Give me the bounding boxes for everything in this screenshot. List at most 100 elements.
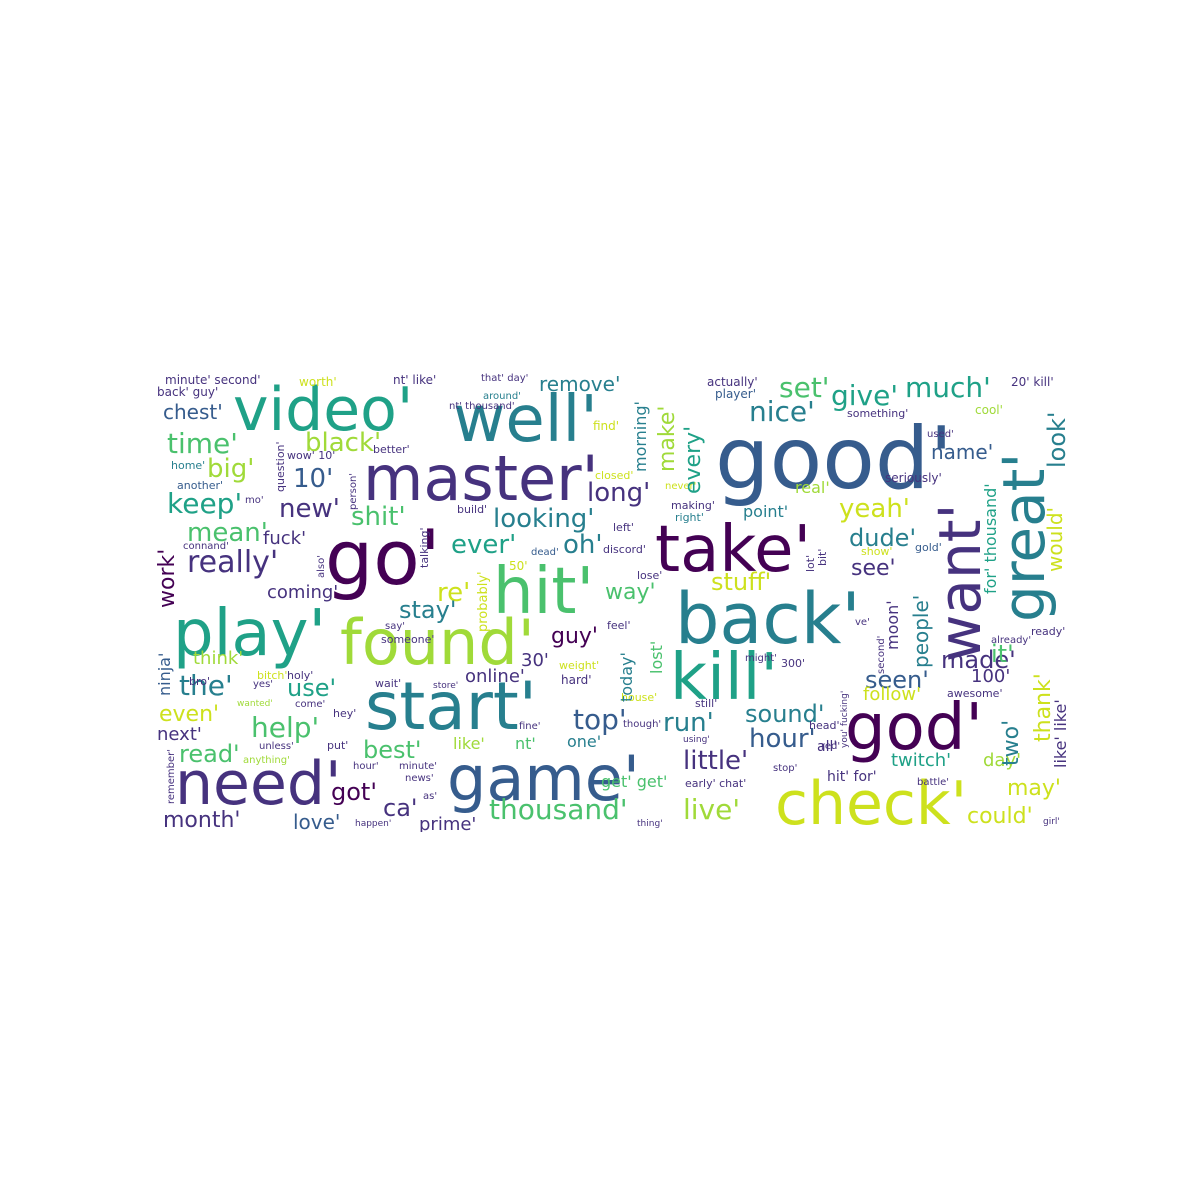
- word-hour: hour': [749, 724, 816, 754]
- word-may: may': [1007, 776, 1061, 801]
- word-lose: lose': [637, 569, 663, 582]
- word-thousand: thousand': [489, 793, 628, 826]
- word-ve: ve': [855, 617, 870, 628]
- word-follow: follow': [863, 684, 922, 705]
- word-unless: unless': [259, 741, 294, 752]
- word-back-guy: back' guy': [157, 385, 219, 399]
- word-black: black': [305, 428, 382, 458]
- word-still: still': [695, 697, 718, 710]
- word-gold: gold': [915, 541, 942, 554]
- word-discord: discord': [603, 543, 646, 556]
- word-20-kill: 20' kill': [1011, 375, 1054, 389]
- word-might: might': [745, 653, 777, 664]
- word-think: think': [193, 648, 244, 669]
- word-early-chat: early' chat': [685, 777, 747, 790]
- word-nice: nice': [749, 395, 815, 428]
- word-big: big': [207, 454, 255, 484]
- word-left: left': [613, 521, 634, 534]
- word-re: re': [437, 578, 471, 608]
- word-30: 30': [521, 650, 549, 671]
- word-found: found': [340, 606, 535, 679]
- word-people: people': [909, 594, 933, 668]
- word-shit: shit': [351, 502, 406, 532]
- word-say: say': [385, 621, 406, 632]
- word-online: online': [465, 666, 525, 687]
- word-twitch: twitch': [891, 750, 952, 771]
- word-new: new': [279, 494, 340, 524]
- word-probably: probably': [476, 571, 491, 632]
- word-another: another': [177, 479, 224, 492]
- word-300: 300': [781, 657, 806, 670]
- word-wait: wait': [375, 677, 402, 690]
- word-real: real': [795, 478, 830, 497]
- word-see: see': [851, 556, 896, 581]
- word-best: best': [363, 736, 422, 764]
- word-master: master': [363, 442, 599, 515]
- word-hard: hard': [561, 673, 592, 687]
- word-happen: happen': [355, 819, 392, 829]
- word-red: red': [821, 741, 841, 752]
- word-get-get: get' get': [601, 772, 668, 791]
- word-game: game': [447, 742, 640, 815]
- word-play: play': [173, 597, 327, 671]
- word-like-1: like': [453, 734, 485, 753]
- word-coming: coming': [267, 582, 339, 603]
- word-already: already': [991, 635, 1032, 646]
- word-even: even': [159, 702, 220, 727]
- word-anything: anything': [243, 755, 290, 766]
- word-run: run': [663, 708, 714, 738]
- word-really: really': [187, 545, 279, 580]
- word-right: right': [675, 511, 704, 524]
- word-home: home': [171, 459, 206, 472]
- word-nt-like: nt' like': [393, 373, 437, 387]
- word-bro: bro': [189, 675, 211, 688]
- word-two: two': [999, 719, 1024, 766]
- word-remove: remove': [539, 372, 621, 396]
- word-prime: prime': [419, 814, 477, 833]
- word-hey: hey': [333, 707, 357, 720]
- word-back: back': [675, 578, 861, 660]
- word-store: store': [433, 681, 459, 691]
- word-god: god': [845, 691, 983, 765]
- word-cloud: good' well' video' master' go' take' hit…: [155, 372, 1075, 832]
- word-make: make': [655, 405, 680, 472]
- word-build: build': [457, 503, 488, 516]
- word-bit: bit': [816, 548, 829, 566]
- word-person: person': [348, 472, 359, 510]
- word-way: way': [605, 580, 656, 605]
- word-as: as': [423, 791, 438, 802]
- word-used: used': [927, 429, 954, 440]
- word-love: love': [293, 810, 341, 832]
- word-awesome: awesome': [947, 687, 1003, 700]
- word-worth: worth': [299, 375, 337, 389]
- word-start: start': [365, 668, 537, 745]
- word-second-v: second': [876, 635, 887, 674]
- word-question: question': [274, 441, 287, 492]
- word-month: month': [163, 808, 241, 832]
- word-kill: kill': [670, 641, 778, 715]
- word-minute: minute': [399, 761, 438, 772]
- word-chest: chest': [163, 400, 223, 424]
- word-look: look': [1043, 411, 1071, 468]
- word-point: point': [743, 502, 789, 521]
- word-nt-thousand: nt' thousand': [449, 401, 515, 412]
- word-making: making': [671, 499, 715, 512]
- word-made: made': [941, 646, 1016, 674]
- word-lot: lot': [804, 554, 817, 572]
- word-go: go': [325, 513, 441, 602]
- word-dude: dude': [849, 524, 917, 552]
- word-player: player': [715, 387, 757, 401]
- word-weight: weight': [559, 659, 600, 672]
- word-much: much': [905, 372, 991, 404]
- word-every: every': [681, 425, 706, 494]
- word-ninja: ninja': [155, 652, 174, 696]
- word-hit-for: hit' for': [827, 769, 877, 785]
- word-it: it': [991, 640, 1014, 668]
- word-fine: fine': [519, 721, 541, 732]
- word-for-thousand: for' thousand': [981, 483, 1000, 594]
- word-though: though': [623, 719, 662, 730]
- word-ready: ready': [1031, 625, 1066, 638]
- word-connand: connand': [183, 541, 229, 552]
- word-next: next': [157, 724, 202, 745]
- word-got: got': [331, 778, 377, 806]
